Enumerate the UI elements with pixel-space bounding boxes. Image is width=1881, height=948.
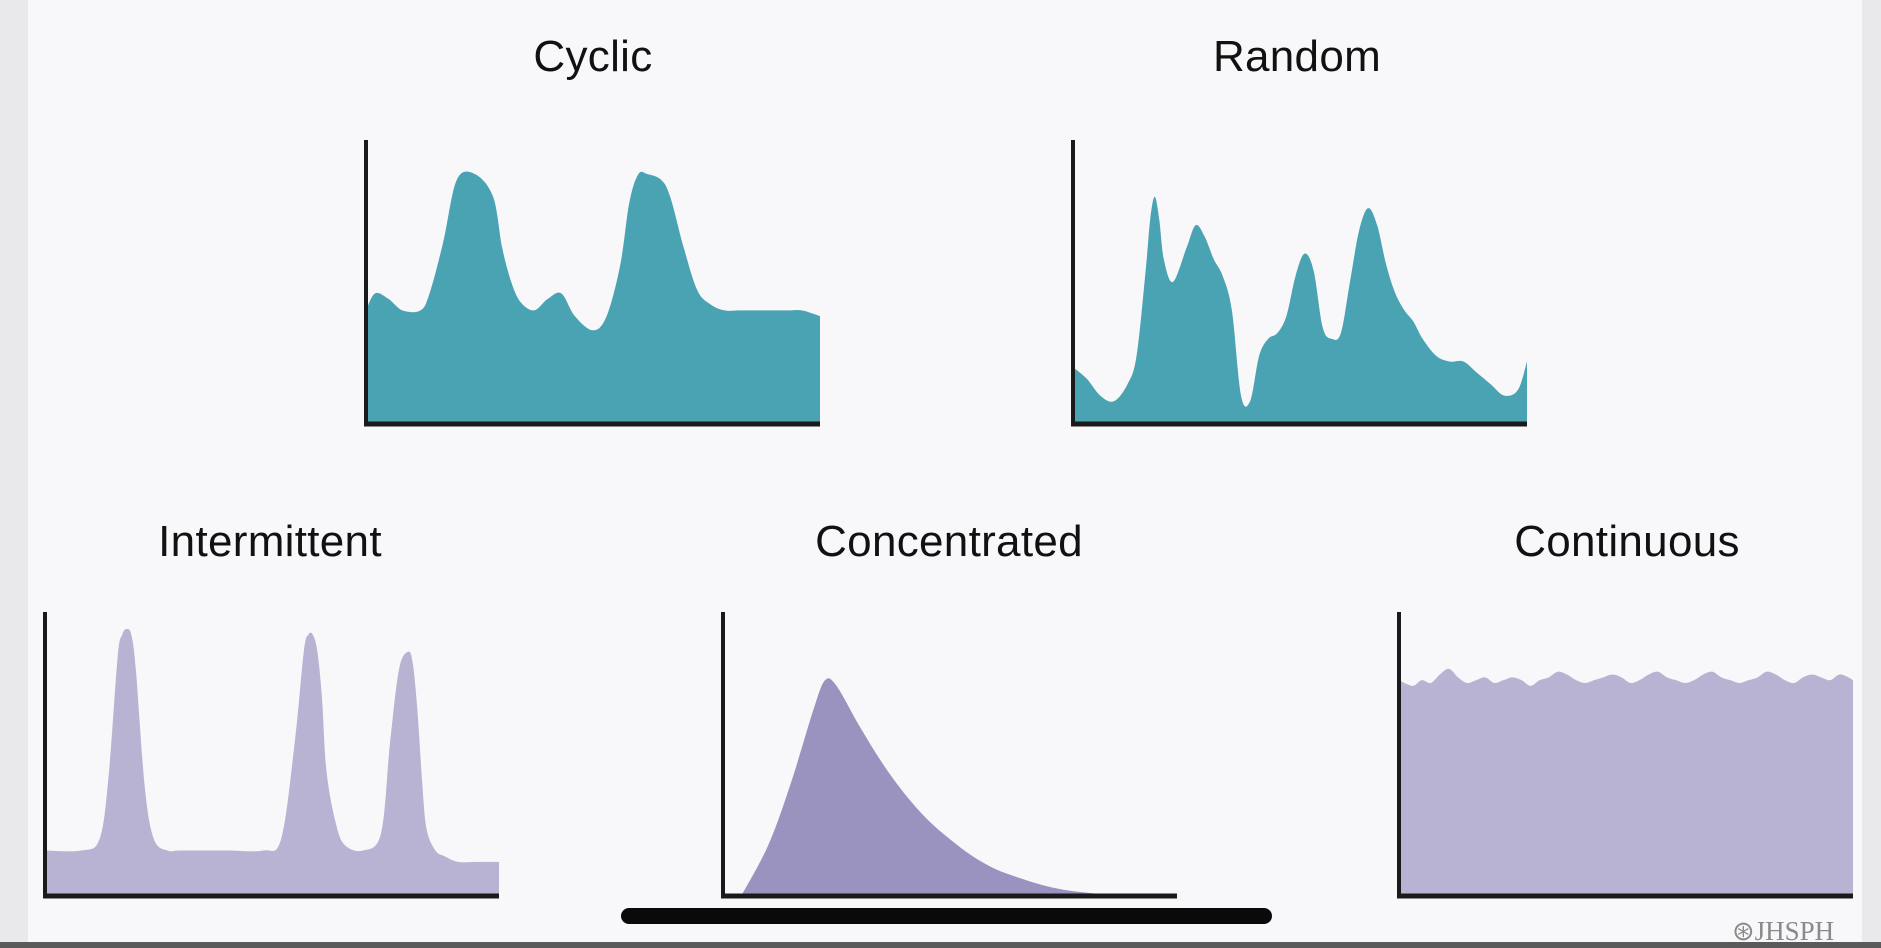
watermark: ⊛JHSPH xyxy=(1732,916,1834,947)
chart-title-continuous: Continuous xyxy=(1514,517,1740,566)
area-series-concentrated xyxy=(741,678,1132,896)
chart-title-intermittent: Intermittent xyxy=(158,517,382,566)
chart-title-concentrated: Concentrated xyxy=(815,517,1083,566)
chart-title-random: Random xyxy=(1212,32,1382,81)
seal-icon: ⊛ xyxy=(1732,916,1755,946)
chart-title-cyclic: Cyclic xyxy=(533,32,653,81)
screen-bottom-edge xyxy=(0,942,1881,948)
area-series-random xyxy=(1073,196,1527,424)
chart-intermittent xyxy=(43,612,499,899)
chart-concentrated xyxy=(721,612,1177,899)
chart-random xyxy=(1071,140,1527,427)
area-series-cyclic xyxy=(366,171,820,424)
area-series-intermittent xyxy=(45,628,499,896)
area-series-continuous xyxy=(1399,668,1853,896)
chart-cyclic xyxy=(364,140,820,427)
home-indicator-bar[interactable] xyxy=(621,908,1272,924)
chart-continuous xyxy=(1397,612,1853,899)
watermark-text: JHSPH xyxy=(1754,916,1835,946)
